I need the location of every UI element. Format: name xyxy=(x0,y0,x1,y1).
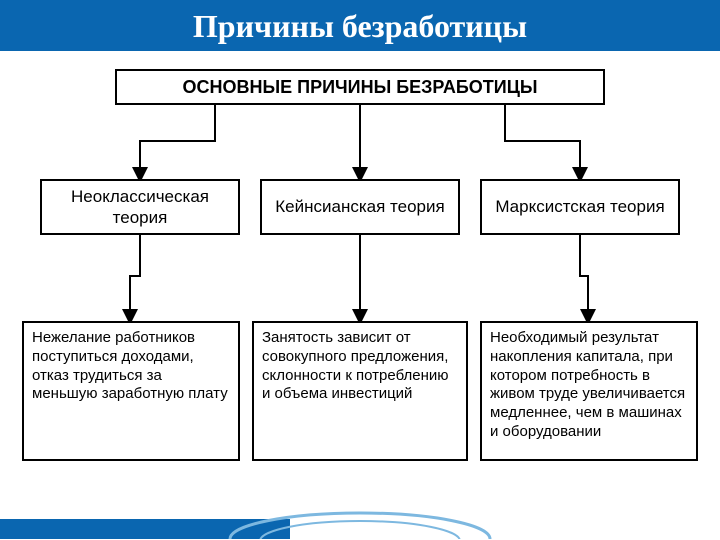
theory-label: Кейнсианская теория xyxy=(275,196,444,217)
explanation-text: Необходимый результат накопления капитал… xyxy=(490,329,688,442)
theory-label: Марксистская теория xyxy=(495,196,664,217)
explanation-text: Нежелание работников поступиться доходам… xyxy=(32,329,230,404)
theory-node-marxist: Марксистская теория xyxy=(480,179,680,235)
footer-decoration xyxy=(0,511,720,539)
page-title: Причины безработицы xyxy=(0,8,720,45)
root-node: ОСНОВНЫЕ ПРИЧИНЫ БЕЗРАБОТИЦЫ xyxy=(115,69,605,105)
explanation-text: Занятость зависит от совокупного предлож… xyxy=(262,329,458,404)
theory-node-neoclassical: Неоклассическая теория xyxy=(40,179,240,235)
explanation-node-3: Необходимый результат накопления капитал… xyxy=(480,321,698,461)
root-node-label: ОСНОВНЫЕ ПРИЧИНЫ БЕЗРАБОТИЦЫ xyxy=(183,76,538,99)
explanation-node-2: Занятость зависит от совокупного предлож… xyxy=(252,321,468,461)
diagram-area: ОСНОВНЫЕ ПРИЧИНЫ БЕЗРАБОТИЦЫ Неоклассиче… xyxy=(0,51,720,539)
explanation-node-1: Нежелание работников поступиться доходам… xyxy=(22,321,240,461)
theory-node-keynesian: Кейнсианская теория xyxy=(260,179,460,235)
header-bar: Причины безработицы xyxy=(0,0,720,51)
connectors-svg xyxy=(0,51,720,539)
theory-label: Неоклассическая теория xyxy=(50,186,230,229)
